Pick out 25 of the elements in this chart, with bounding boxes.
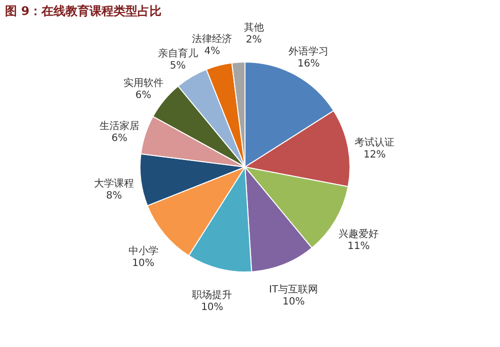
- data-label: 4%: [204, 46, 220, 58]
- data-label: 6%: [112, 133, 128, 144]
- slice-label: 兴趣爱好: [338, 228, 379, 240]
- data-label: 5%: [170, 60, 186, 72]
- slice-label: 亲自育儿: [158, 47, 198, 60]
- data-label: 12%: [364, 149, 386, 160]
- data-label: 11%: [348, 241, 370, 252]
- data-label: 10%: [282, 296, 305, 308]
- chart-title: 图 9：在线教育课程类型占比: [5, 4, 162, 18]
- data-label: 10%: [132, 258, 154, 270]
- data-label: 10%: [201, 302, 224, 313]
- slice-label: 外语学习: [288, 45, 329, 58]
- slice-label: 其他: [244, 21, 264, 34]
- data-label: 2%: [246, 34, 262, 46]
- slice-label: 中小学: [128, 245, 158, 258]
- slice-label: 职场提升: [192, 288, 232, 301]
- slice-label: 实用软件: [123, 76, 164, 89]
- data-label: 8%: [106, 190, 122, 202]
- slice-label: 法律经济: [192, 33, 232, 46]
- slice-label: 大学课程: [94, 178, 134, 190]
- data-label: 6%: [135, 90, 152, 101]
- data-label: 16%: [297, 58, 320, 70]
- slice-label: IT与互联网: [269, 284, 318, 296]
- slice-label: 生活家居: [99, 120, 140, 132]
- slice-label: 考试认证: [354, 136, 395, 148]
